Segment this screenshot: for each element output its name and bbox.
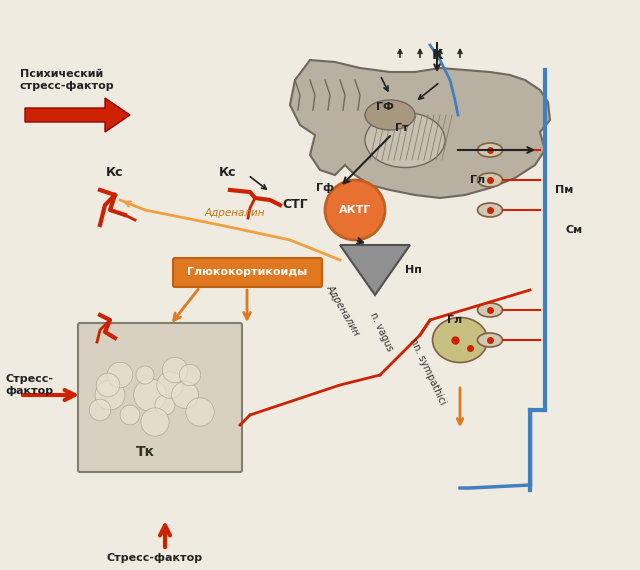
Text: К: К xyxy=(431,48,443,62)
Polygon shape xyxy=(25,98,130,132)
Circle shape xyxy=(118,403,142,427)
Text: nn. sympathici: nn. sympathici xyxy=(408,337,447,407)
Text: Гл: Гл xyxy=(447,315,463,325)
Text: Гл: Гл xyxy=(470,175,486,185)
Text: n. vagus: n. vagus xyxy=(368,311,395,353)
Ellipse shape xyxy=(477,203,502,217)
Circle shape xyxy=(191,403,209,421)
Circle shape xyxy=(104,359,136,392)
Circle shape xyxy=(140,407,170,437)
Text: Кс: Кс xyxy=(106,165,124,178)
Text: Нп: Нп xyxy=(405,265,422,275)
Circle shape xyxy=(152,392,179,418)
Ellipse shape xyxy=(477,333,502,347)
Circle shape xyxy=(325,180,385,240)
FancyBboxPatch shape xyxy=(78,323,242,472)
Circle shape xyxy=(165,360,184,380)
Text: Адреналин: Адреналин xyxy=(205,208,265,218)
Text: Стресс-
фактор: Стресс- фактор xyxy=(5,374,53,396)
Text: АКТГ: АКТГ xyxy=(339,205,371,215)
Circle shape xyxy=(170,380,200,410)
Text: Кс: Кс xyxy=(220,165,237,178)
FancyBboxPatch shape xyxy=(173,258,322,287)
Ellipse shape xyxy=(477,143,502,157)
Text: Гф: Гф xyxy=(316,183,334,193)
Ellipse shape xyxy=(433,317,488,363)
Circle shape xyxy=(180,365,200,385)
Text: Стресс-фактор: Стресс-фактор xyxy=(107,553,203,563)
Text: Адреналин: Адреналин xyxy=(325,283,362,337)
Polygon shape xyxy=(340,245,410,295)
Text: Гт: Гт xyxy=(395,123,409,133)
Circle shape xyxy=(139,384,161,406)
Circle shape xyxy=(94,371,122,399)
Text: СТГ: СТГ xyxy=(282,198,308,211)
Ellipse shape xyxy=(477,303,502,317)
Ellipse shape xyxy=(365,100,415,130)
Text: Пм: Пм xyxy=(555,185,573,195)
Text: Тк: Тк xyxy=(136,445,154,459)
Circle shape xyxy=(155,370,185,400)
Circle shape xyxy=(132,363,157,388)
Text: Глюкокортикоиды: Глюкокортикоиды xyxy=(187,267,307,277)
Ellipse shape xyxy=(477,173,502,187)
Ellipse shape xyxy=(365,112,445,168)
Circle shape xyxy=(94,380,125,410)
Text: Психический
стресс-фактор: Психический стресс-фактор xyxy=(20,69,115,91)
Polygon shape xyxy=(290,60,550,198)
Text: ГФ: ГФ xyxy=(376,102,394,112)
Circle shape xyxy=(86,396,114,424)
Text: См: См xyxy=(565,225,582,235)
